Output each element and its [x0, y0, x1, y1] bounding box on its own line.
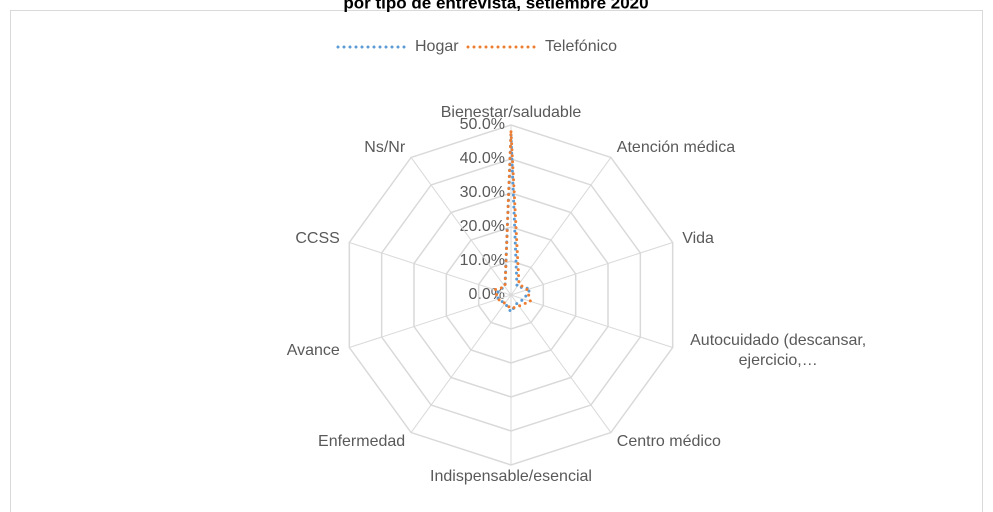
r-tick-label: 20.0% — [460, 218, 505, 235]
category-label: Centro médico — [616, 433, 721, 451]
spoke — [410, 157, 512, 296]
spoke — [510, 241, 673, 296]
category-label: Atención médica — [616, 138, 736, 156]
spoke — [510, 294, 612, 433]
spoke — [349, 241, 512, 296]
r-tick-label: 30.0% — [460, 184, 505, 201]
spoke — [510, 294, 673, 349]
category-label: Enfermedad — [318, 433, 406, 451]
r-tick-label: 40.0% — [460, 150, 505, 167]
category-label: Indispensable/esencial — [430, 468, 592, 485]
series-line — [496, 135, 533, 315]
chart-border — [10, 10, 983, 512]
category-label: Avance — [286, 342, 340, 360]
category-label: Autocuidado (descansar, ejercicio,… — [690, 332, 867, 370]
spoke — [410, 294, 512, 433]
r-tick-label: 50.0% — [460, 116, 505, 133]
legend-label: Telefónico — [545, 38, 617, 55]
category-label: CCSS — [295, 229, 340, 247]
chart-title: por tipo de entrevista, setiembre 2020 — [343, 0, 648, 12]
category-label: Vida — [682, 229, 714, 247]
r-tick-label: 10.0% — [460, 252, 505, 269]
spoke — [510, 157, 612, 296]
spoke — [349, 294, 512, 349]
category-label: Ns/Nr — [364, 138, 406, 156]
legend-label: Hogar — [415, 38, 459, 55]
category-label: Bienestar/saludable — [440, 104, 582, 121]
